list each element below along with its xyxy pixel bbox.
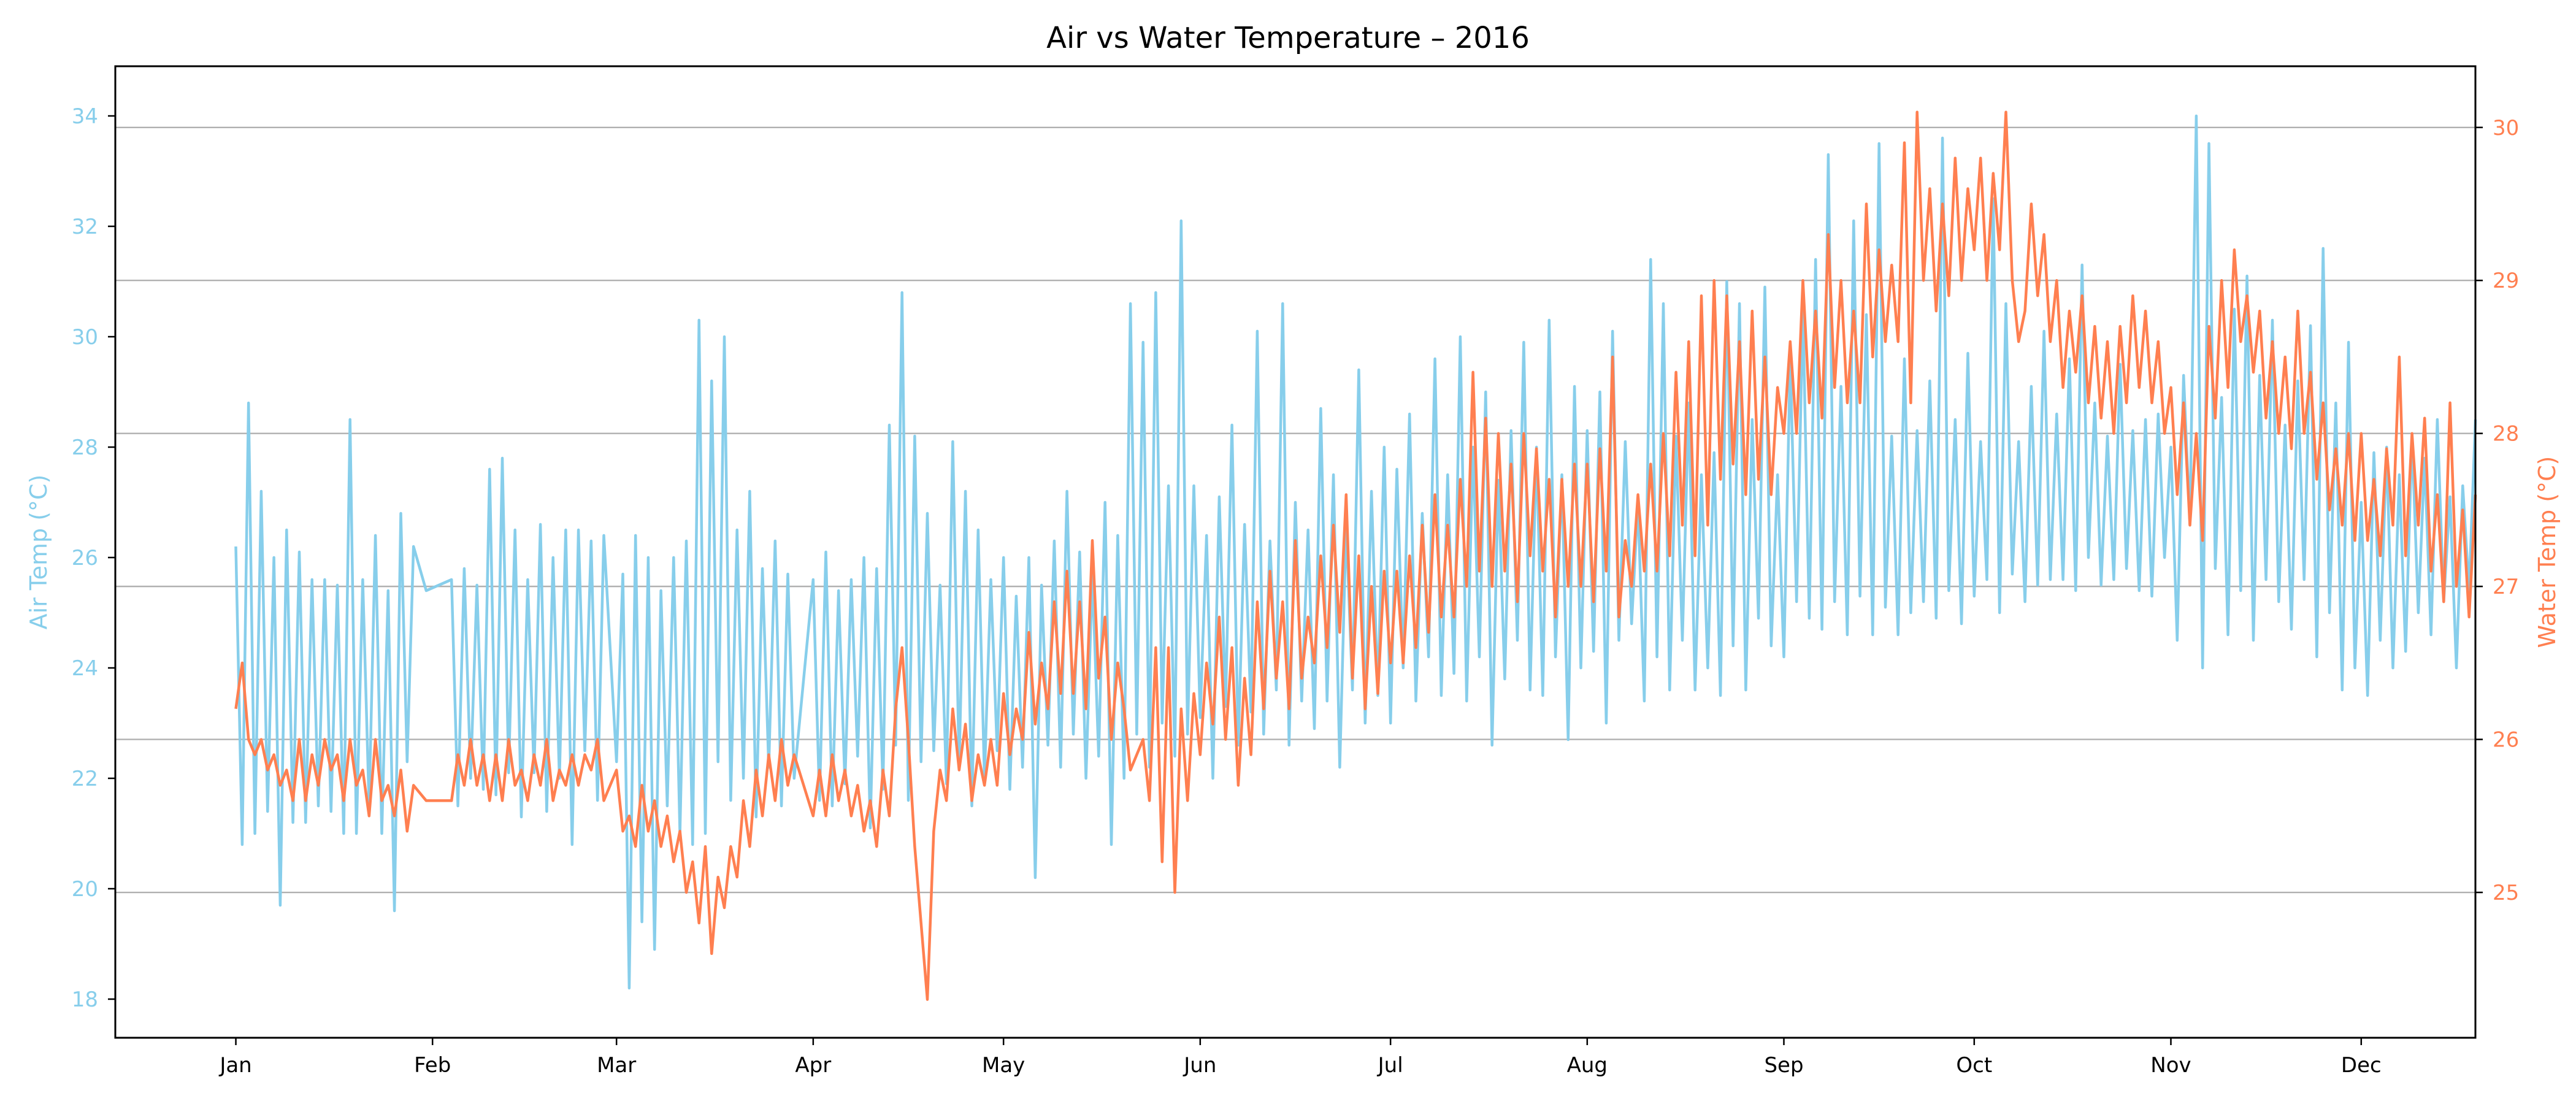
right-tick-label: 27 [2493, 575, 2519, 599]
plot-frame [114, 65, 2477, 1039]
right-axis: 25 26 27 28 29 30 [2475, 116, 2519, 905]
right-tick-label: 28 [2493, 422, 2519, 447]
x-tick-label: Apr [795, 1053, 831, 1078]
left-tick-label: 26 [72, 546, 98, 570]
chart-title: Air vs Water Temperature – 2016 [1046, 21, 1530, 55]
x-tick-label: Jan [218, 1053, 251, 1078]
left-tick-label: 32 [72, 215, 98, 239]
right-tick-label: 26 [2493, 728, 2519, 753]
x-tick-label: May [982, 1053, 1025, 1078]
left-axis-label: Air Temp (°C) [25, 475, 52, 630]
x-tick-label: Jul [1377, 1053, 1403, 1078]
left-tick-label: 22 [72, 767, 98, 791]
x-tick-label: Nov [2150, 1053, 2191, 1078]
left-tick-label: 20 [72, 877, 98, 902]
series-line-water-temp [234, 110, 2477, 1001]
x-tick-label: Sep [1764, 1053, 1803, 1078]
x-tick-label: Feb [414, 1053, 451, 1078]
right-tick-label: 25 [2493, 881, 2519, 905]
left-axis: 18 20 22 24 26 28 30 32 34 [72, 104, 115, 1012]
series-line-air-temp [234, 114, 2477, 990]
right-axis-label: Water Temp (°C) [2534, 456, 2561, 648]
x-axis: Jan Feb Mar Apr May Jun Jul Aug Sep Oct Nov Dec [218, 1038, 2382, 1078]
x-tick-label: Oct [1956, 1053, 1992, 1078]
right-tick-label: 30 [2493, 116, 2519, 140]
x-tick-label: Dec [2341, 1053, 2382, 1078]
series-layer [234, 110, 2477, 1001]
left-tick-label: 34 [72, 104, 98, 129]
left-tick-label: 24 [72, 656, 98, 681]
x-tick-label: Mar [597, 1053, 636, 1078]
x-tick-label: Aug [1567, 1053, 1608, 1078]
left-tick-label: 18 [72, 987, 98, 1012]
x-tick-label: Jun [1183, 1053, 1216, 1078]
left-tick-label: 28 [72, 435, 98, 460]
right-tick-label: 29 [2493, 269, 2519, 293]
left-tick-label: 30 [72, 325, 98, 350]
